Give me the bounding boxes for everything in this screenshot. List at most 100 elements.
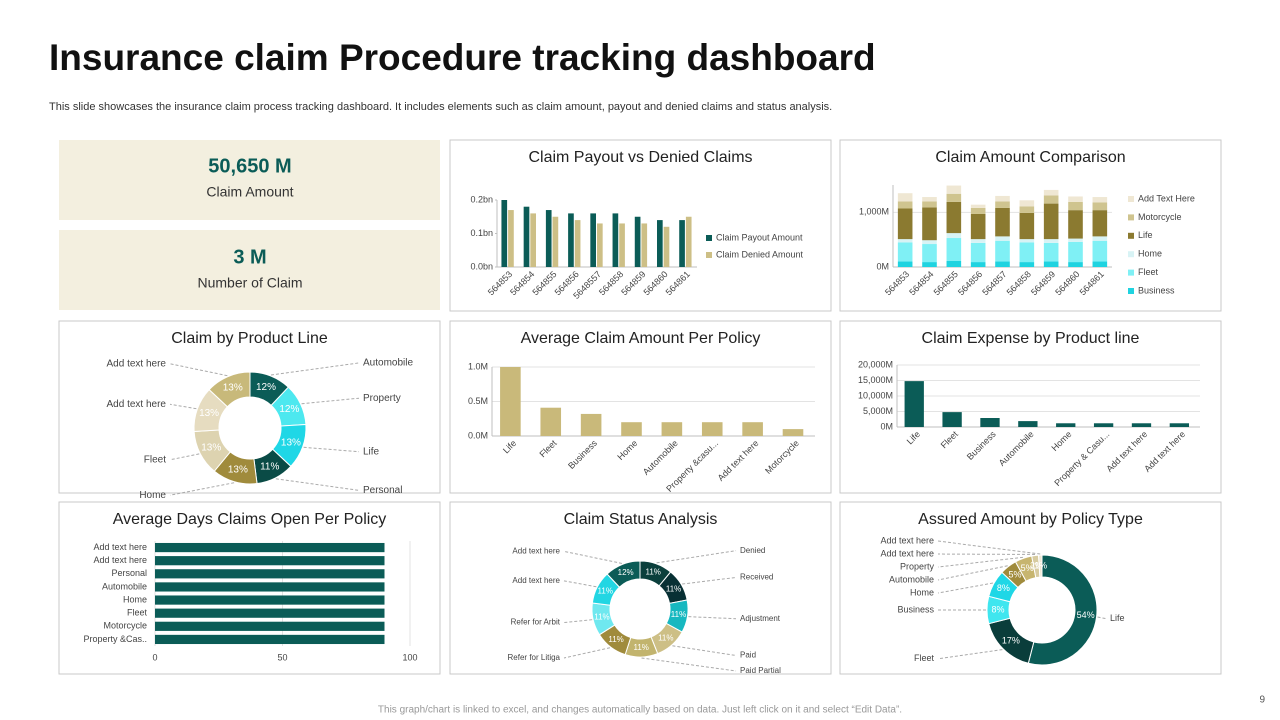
slice-name: Denied [740,546,765,555]
bar [155,542,385,553]
y-tick-label: 10,000M [858,390,893,400]
bar [641,223,648,267]
slice-name: Received [740,573,773,582]
leader-line [656,550,737,564]
chart-title: Claim Status Analysis [564,511,718,528]
bar-segment [922,262,937,267]
data-label: 11% [658,633,673,642]
page-title: Insurance claim Procedure tracking dashb… [49,37,876,78]
bar-segment [1092,236,1108,241]
chart-title: Claim Amount Comparison [935,149,1125,166]
slice-name: Property [363,393,401,404]
leader-line [169,482,235,496]
data-label: 13% [199,408,219,419]
bar [685,216,692,267]
kpi-label: Claim Amount [206,184,293,200]
bar-segment [897,201,913,209]
leader-line [1097,616,1107,620]
bar-segment [1019,206,1035,213]
bar-segment [1092,197,1108,203]
slice-name: Life [363,446,380,457]
footer-note: This graph/chart is linked to excel, and… [378,705,902,716]
x-tick-label: 50 [277,652,287,662]
legend-label: Business [1138,285,1175,295]
slice-name: Automobile [363,358,413,369]
slice-name: Home [139,490,166,501]
bar-segment [1043,242,1059,262]
y-tick-label: 0M [880,421,893,431]
legend-label: Home [1138,249,1162,259]
bar-segment [970,242,986,263]
data-label: 11% [645,567,660,576]
chart-title: Claim Payout vs Denied Claims [528,149,752,166]
leader-line [672,645,737,657]
y-tick-label: Property &Cas.. [83,634,147,644]
bar-segment [897,239,913,243]
y-tick-label: Personal [111,568,147,578]
bar-segment [995,201,1010,208]
bar-segment [946,201,962,234]
bar-segment [1019,200,1035,207]
legend-swatch [706,235,712,241]
kpi-card [59,230,440,310]
leader-line [641,657,737,672]
kpi-value: 3 M [233,246,266,268]
chart-panel [839,320,1222,494]
bar-segment [1019,239,1035,243]
y-tick-label: Automobile [102,581,147,591]
x-tick-label: 100 [402,652,417,662]
data-label: 11% [634,643,649,652]
y-tick-label: 0.2bn [470,194,493,204]
slice-name: Business [897,604,934,614]
data-label: 2% [1030,561,1043,571]
bar [155,582,385,592]
bar-segment [922,244,937,263]
data-label: 54% [1077,610,1095,620]
bar-segment [946,260,962,267]
bar [155,621,385,631]
bar [508,210,514,267]
leader-line [937,649,1003,660]
bar-segment [995,236,1010,241]
bar-segment [946,238,962,261]
kpi-card [59,140,440,220]
slice-name: Add text here [880,548,934,558]
data-label: 12% [279,404,299,415]
bar [904,381,924,427]
y-tick-label: 0.1bn [470,228,493,238]
legend-swatch [1128,251,1134,258]
bar [155,634,385,645]
kpi-label: Number of Claim [197,275,302,291]
leader-line [303,446,360,453]
bar [1018,421,1038,427]
bar-segment [922,240,937,245]
leader-line [937,540,1041,555]
y-tick-label: 15,000M [858,375,893,385]
data-label: 5% [1009,570,1022,580]
bar-segment [970,213,986,240]
legend-label: Fleet [1138,267,1159,277]
data-label: 11% [594,613,609,622]
bar-segment [1043,203,1059,240]
bar-segment [970,204,986,208]
bar-segment [970,207,986,214]
bar-segment [946,233,962,239]
leader-line [937,556,1024,568]
bar [574,220,581,267]
slice-name: Home [910,587,934,597]
bar [155,608,385,618]
bar [942,412,962,427]
legend-label: Add Text Here [1138,193,1195,203]
bar-segment [1043,195,1059,204]
bar-segment [995,240,1010,262]
bar [523,206,530,267]
bar [500,367,521,436]
bar [663,226,670,267]
bar-segment [1068,210,1083,239]
data-label: 13% [281,437,301,448]
data-label: 8% [997,583,1010,593]
data-label: 1% [1034,560,1047,570]
legend-swatch [706,252,712,258]
legend-swatch [1128,269,1134,276]
